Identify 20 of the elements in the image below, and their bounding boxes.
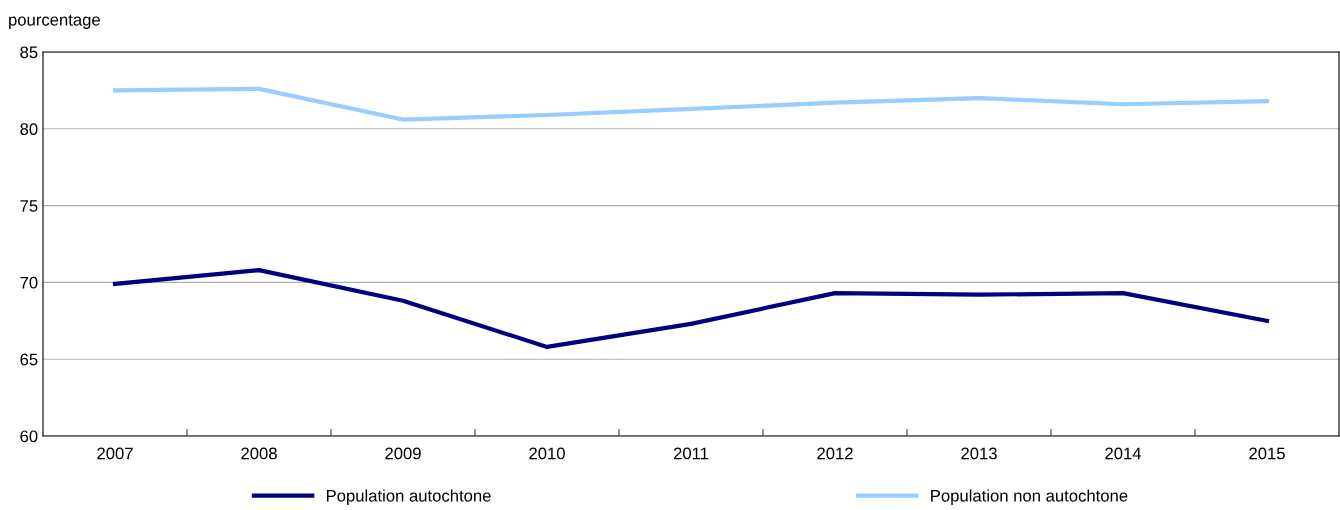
x-tick-label: 2011 bbox=[673, 447, 709, 460]
y-tick-label: 75 bbox=[20, 200, 38, 212]
y-tick-label: 70 bbox=[20, 276, 38, 289]
y-tick-label: 65 bbox=[20, 353, 38, 366]
x-tick-label: 2007 bbox=[97, 447, 133, 460]
y-tick-label: 85 bbox=[20, 46, 38, 59]
y-tick-label: 60 bbox=[20, 430, 38, 443]
x-tick-label: 2014 bbox=[1105, 447, 1142, 460]
x-tick-label: 2012 bbox=[817, 447, 853, 460]
x-tick-label: 2013 bbox=[961, 447, 997, 460]
x-tick-label: 2010 bbox=[529, 447, 565, 460]
y-tick-label: 80 bbox=[20, 123, 38, 135]
line-series bbox=[112, 86, 1270, 122]
x-tick-label: 2009 bbox=[385, 447, 421, 460]
x-tick-label: 2008 bbox=[241, 447, 277, 460]
y-axis-title: pourcentage bbox=[9, 14, 100, 29]
legend-label: Population autochtone bbox=[326, 489, 491, 505]
x-tick-label: 2015 bbox=[1249, 447, 1285, 460]
legend-label: Population non autochtone bbox=[931, 489, 1128, 505]
line-series bbox=[112, 268, 1270, 349]
